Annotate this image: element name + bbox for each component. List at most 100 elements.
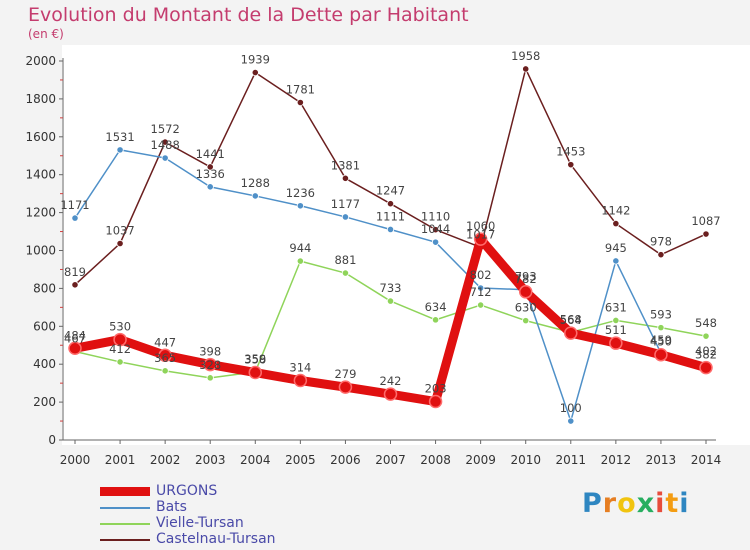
data-point-vielle-tursan — [341, 269, 350, 277]
data-point-vielle-tursan — [522, 317, 530, 325]
data-point-urgons — [158, 348, 172, 363]
data-label-bats: 1488 — [151, 138, 180, 152]
data-point-castelnau-tursan — [567, 161, 575, 169]
data-label-vielle-tursan: 467 — [64, 332, 86, 346]
x-tick-label: 2008 — [420, 453, 451, 467]
y-tick-label: 1400 — [25, 168, 56, 182]
x-tick-label: 2003 — [195, 453, 226, 467]
data-label-castelnau-tursan: 1110 — [421, 210, 450, 224]
data-point-castelnau-tursan — [206, 163, 214, 171]
data-point-vielle-tursan — [702, 332, 710, 340]
data-point-bats — [251, 192, 259, 200]
x-tick-label: 2001 — [105, 453, 136, 467]
data-label-castelnau-tursan: 1037 — [105, 223, 134, 237]
data-label-vielle-tursan: 630 — [515, 301, 537, 315]
legend-swatch-urgons — [100, 487, 150, 496]
logo-letter: r — [602, 488, 618, 519]
data-point-bats — [386, 225, 395, 234]
data-point-bats — [206, 183, 214, 191]
logo-letter: t — [665, 488, 680, 519]
data-point-urgons — [564, 326, 578, 340]
data-point-castelnau-tursan — [522, 65, 530, 73]
data-point-urgons — [518, 285, 533, 299]
data-label-castelnau-tursan: 1381 — [331, 158, 360, 172]
data-point-urgons — [699, 360, 713, 375]
data-label-urgons: 382 — [695, 348, 717, 362]
data-label-bats: 1111 — [376, 209, 405, 223]
data-label-castelnau-tursan: 1781 — [286, 83, 315, 97]
data-label-vielle-tursan: 593 — [650, 308, 672, 322]
data-label-urgons: 398 — [199, 345, 221, 359]
x-tick-label: 2007 — [375, 453, 406, 467]
legend-label-vielle-tursan: Vielle-Tursan — [156, 515, 244, 531]
data-point-vielle-tursan — [612, 316, 620, 325]
data-label-castelnau-tursan: 1572 — [151, 122, 180, 136]
data-label-castelnau-tursan: 978 — [650, 235, 672, 249]
y-tick-label: 200 — [33, 395, 56, 409]
data-label-urgons: 1060 — [466, 219, 495, 233]
data-point-bats — [567, 417, 575, 425]
data-label-vielle-tursan: 548 — [695, 316, 717, 330]
data-label-bats: 1336 — [196, 167, 225, 181]
data-point-vielle-tursan — [206, 374, 214, 382]
data-label-bats: 1044 — [421, 222, 450, 236]
data-label-vielle-tursan: 712 — [470, 285, 492, 299]
data-label-bats: 1177 — [331, 197, 360, 211]
x-tick-label: 2010 — [510, 453, 541, 467]
logo-letter: i — [655, 488, 666, 519]
legend-label-castelnau-tursan: Castelnau-Tursan — [156, 531, 276, 547]
data-point-castelnau-tursan — [612, 219, 620, 228]
data-label-castelnau-tursan: 1017 — [466, 227, 495, 241]
data-label-bats: 100 — [560, 401, 582, 415]
x-tick-label: 2002 — [150, 453, 181, 467]
data-label-vielle-tursan: 365 — [154, 351, 176, 365]
data-label-castelnau-tursan: 1087 — [691, 214, 720, 228]
data-point-urgons — [654, 347, 668, 362]
data-point-vielle-tursan — [657, 324, 665, 332]
data-label-bats: 1236 — [286, 186, 315, 200]
data-label-vielle-tursan: 631 — [605, 300, 627, 314]
data-point-urgons — [248, 365, 263, 380]
data-label-castelnau-tursan: 1142 — [601, 204, 630, 218]
logo-letter: P — [582, 488, 603, 519]
data-point-vielle-tursan — [431, 316, 440, 324]
data-point-urgons — [338, 380, 353, 394]
data-label-vielle-tursan: 634 — [425, 300, 447, 314]
data-point-vielle-tursan — [296, 257, 304, 265]
data-label-vielle-tursan: 568 — [560, 312, 582, 326]
data-point-urgons — [293, 373, 308, 388]
x-tick-label: 2011 — [556, 453, 587, 467]
data-label-castelnau-tursan: 1939 — [241, 53, 270, 67]
proxiti-logo: Proxiti — [582, 488, 690, 519]
data-point-vielle-tursan — [116, 358, 124, 366]
data-label-bats: 793 — [515, 270, 537, 284]
legend-swatch-castelnau-tursan — [100, 539, 150, 541]
y-tick-label: 800 — [33, 281, 56, 295]
plot-background — [62, 45, 750, 445]
data-point-castelnau-tursan — [431, 226, 440, 234]
legend: URGONS Bats Vielle-Tursan Castelnau-Turs… — [100, 483, 400, 547]
data-point-urgons — [383, 387, 398, 401]
data-label-vielle-tursan: 944 — [289, 241, 311, 255]
x-tick-label: 2012 — [601, 453, 632, 467]
legend-label-urgons: URGONS — [156, 483, 218, 499]
data-point-bats — [116, 146, 124, 154]
data-point-vielle-tursan — [477, 301, 485, 309]
data-point-urgons — [428, 394, 443, 409]
y-tick-label: 1000 — [25, 244, 56, 258]
data-point-bats — [612, 257, 620, 265]
data-label-urgons: 450 — [650, 335, 672, 349]
x-tick-label: 2000 — [60, 453, 91, 467]
data-point-castelnau-tursan — [161, 138, 169, 146]
data-point-bats — [71, 214, 79, 222]
legend-item-castelnau-tursan: Castelnau-Tursan — [100, 531, 400, 547]
data-point-bats — [161, 154, 169, 162]
data-point-urgons — [113, 332, 127, 347]
x-tick-label: 2006 — [330, 453, 361, 467]
legend-item-urgons: URGONS — [100, 483, 400, 499]
legend-swatch-vielle-tursan — [100, 523, 150, 525]
data-label-vielle-tursan: 359 — [244, 352, 266, 366]
data-label-bats: 459 — [650, 333, 672, 347]
